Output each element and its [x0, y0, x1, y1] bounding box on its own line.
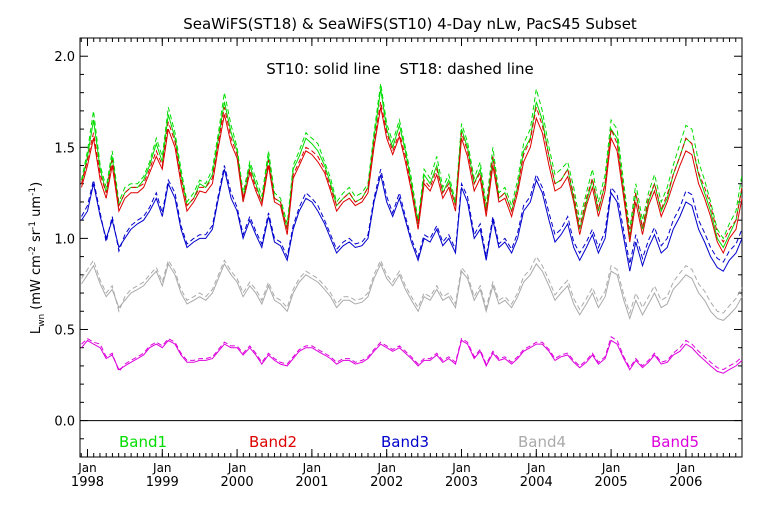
y-tick-label: 1.0: [54, 232, 75, 247]
y-label-end: um: [29, 196, 44, 221]
y-label-sub: wn: [37, 314, 47, 327]
x-tick-year: 1998: [71, 475, 104, 490]
y-label-exp1: -2: [28, 246, 38, 255]
x-tick-month: Jan: [526, 461, 546, 475]
y-tick-label: 0.5: [54, 323, 75, 338]
y-label-mid: sr: [29, 229, 44, 246]
y-label-rest: (mW cm: [29, 255, 44, 314]
band5-st10-solid-line: [81, 339, 743, 374]
x-tick-month: Jan: [376, 461, 396, 475]
y-tick-label: 0.0: [54, 415, 75, 430]
band4-st10-solid-line: [81, 262, 743, 321]
line-style-annotation: ST10: solid line ST18: dashed line: [266, 60, 534, 78]
x-tick-year: 2002: [370, 475, 403, 490]
y-tick-label: 1.5: [54, 141, 75, 156]
y-label-exp2: -1: [28, 221, 38, 230]
x-tick-month: Jan: [302, 461, 322, 475]
band2-st18-dashed-line: [81, 101, 743, 244]
chart-title: SeaWiFS(ST18) & SeaWiFS(ST10) 4-Day nLw,…: [183, 15, 637, 33]
x-tick-month: Jan: [451, 461, 471, 475]
band1-st18-dashed-line: [81, 83, 743, 240]
band4-st18-dashed-line: [81, 255, 743, 315]
x-tick-year: 1999: [146, 475, 179, 490]
y-axis-label: Lwn (mW cm-2 sr-1 um-1): [28, 182, 47, 334]
y-label-exp3: -1: [28, 187, 38, 196]
plot-area: 0.00.51.01.52.0Jan1998Jan1999Jan2000Jan2…: [54, 37, 743, 490]
band3-st10-solid-line: [81, 169, 743, 272]
plot-frame: [79, 37, 743, 458]
legend-band3: Band3: [381, 433, 429, 451]
band2-st10-solid-line: [81, 107, 743, 255]
y-tick-label: 2.0: [54, 50, 75, 65]
x-tick-month: Jan: [601, 461, 621, 475]
y-label-close: ): [29, 182, 44, 187]
y-label-main: L: [29, 326, 44, 334]
x-tick-year: 2001: [295, 475, 328, 490]
legend-band2: Band2: [249, 433, 297, 451]
x-tick-year: 2006: [669, 475, 702, 490]
x-tick-month: Jan: [152, 461, 172, 475]
band5-st18-dashed-line: [81, 336, 743, 373]
band3-st18-dashed-line: [81, 165, 743, 265]
legend-band1: Band1: [119, 433, 167, 451]
x-tick-year: 2005: [595, 475, 628, 490]
x-tick-year: 2000: [221, 475, 254, 490]
x-tick-month: Jan: [77, 461, 97, 475]
x-tick-month: Jan: [676, 461, 696, 475]
x-tick-month: Jan: [227, 461, 247, 475]
legend-band4: Band4: [518, 433, 566, 451]
x-tick-year: 2004: [520, 475, 553, 490]
x-tick-year: 2003: [445, 475, 478, 490]
legend-band5: Band5: [651, 433, 699, 451]
